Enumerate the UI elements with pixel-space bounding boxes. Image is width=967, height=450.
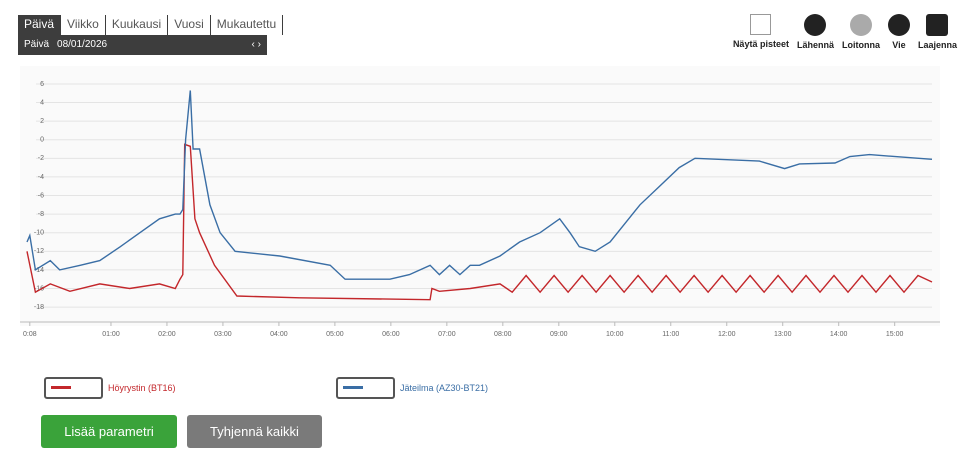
x-tick-label: 07:00 <box>438 331 456 338</box>
x-tick-label: 01:00 <box>102 331 120 338</box>
y-tick-label: -12 <box>34 248 44 255</box>
tool[interactable]: Loitonna <box>842 14 880 50</box>
x-tick-label: 10:00 <box>606 331 624 338</box>
tool[interactable]: Näytä pisteet <box>733 14 789 50</box>
y-tick-label: -10 <box>34 230 44 237</box>
tool[interactable]: Lähennä <box>797 14 834 50</box>
tab[interactable]: Mukautettu <box>210 15 284 35</box>
y-tick-label: -16 <box>34 285 44 292</box>
icon <box>804 14 827 36</box>
x-tick-label: 02:00 <box>158 331 176 338</box>
line-series <box>26 143 933 301</box>
icon <box>887 14 910 36</box>
x-tick-label: 0:08 <box>23 331 37 338</box>
tool-label: Laajenna <box>917 40 957 50</box>
icon <box>750 14 772 35</box>
tool[interactable]: Laajenna <box>918 14 957 50</box>
date: 08/01/2026 <box>57 39 108 50</box>
x-tick-label: 12:00 <box>718 331 736 338</box>
y-tick-label: -14 <box>34 267 44 274</box>
line-series <box>26 90 933 280</box>
icon <box>849 14 872 36</box>
y-tick-label: 4 <box>40 99 44 106</box>
tab[interactable]: Kuukausi <box>105 15 169 35</box>
y-tick-label: -2 <box>38 155 44 162</box>
range-selector: Päivä Viikko Kuukausi Vuosi Mukautettu Päivä… <box>18 15 284 55</box>
icon <box>926 14 949 36</box>
y-tick-label: -8 <box>38 211 44 218</box>
x-tick-label: 14:00 <box>830 331 848 338</box>
tool[interactable]: Vie <box>887 14 910 50</box>
y-tick-label: -18 <box>34 304 44 311</box>
y-tick-label: -4 <box>38 174 44 181</box>
tab[interactable]: Vuosi <box>168 15 211 35</box>
y-tick-label: 2 <box>40 118 44 125</box>
tab[interactable]: Päivä <box>18 15 62 35</box>
date-row: Päivä 08/01/2026 ‹ › <box>18 35 267 54</box>
legend-swatch[interactable] <box>44 377 103 399</box>
tab[interactable]: Viikko <box>61 15 106 35</box>
x-tick-label: 15:00 <box>886 331 904 338</box>
date-label: Päivä <box>24 39 50 50</box>
tool-label: Näytä pisteet <box>732 39 789 49</box>
button[interactable]: Lisää parametri <box>41 415 177 448</box>
y-tick-label: 6 <box>40 81 44 88</box>
prev-next[interactable]: ‹ › <box>251 39 261 50</box>
tool-label: Vie <box>892 40 906 50</box>
legend-label: Höyrystin (BT16) <box>108 383 176 393</box>
tool-label: Lähennä <box>796 40 834 50</box>
tabs: Päivä Viikko Kuukausi Vuosi Mukautettu <box>18 15 284 35</box>
y-tick-label: 0 <box>40 137 44 144</box>
toolbar: Näytä pisteet Lähennä Loitonna Vie Laajenna <box>733 14 957 50</box>
x-tick-label: 06:00 <box>382 331 400 338</box>
x-tick-label: 08:00 <box>494 331 512 338</box>
button[interactable]: Tyhjennä kaikki <box>187 415 322 448</box>
legend-label: Jäteilma (AZ30-BT21) <box>400 383 489 393</box>
legend-swatch[interactable] <box>336 377 395 399</box>
x-tick-label: 09:00 <box>550 331 568 338</box>
tool-label: Loitonna <box>841 40 880 50</box>
x-tick-label: 13:00 <box>774 331 792 338</box>
x-tick-label: 03:00 <box>214 331 232 338</box>
x-tick-label: 05:00 <box>326 331 344 338</box>
x-tick-label: 04:00 <box>270 331 288 338</box>
y-tick-label: -6 <box>38 192 44 199</box>
x-tick-label: 11:00 <box>662 331 679 338</box>
